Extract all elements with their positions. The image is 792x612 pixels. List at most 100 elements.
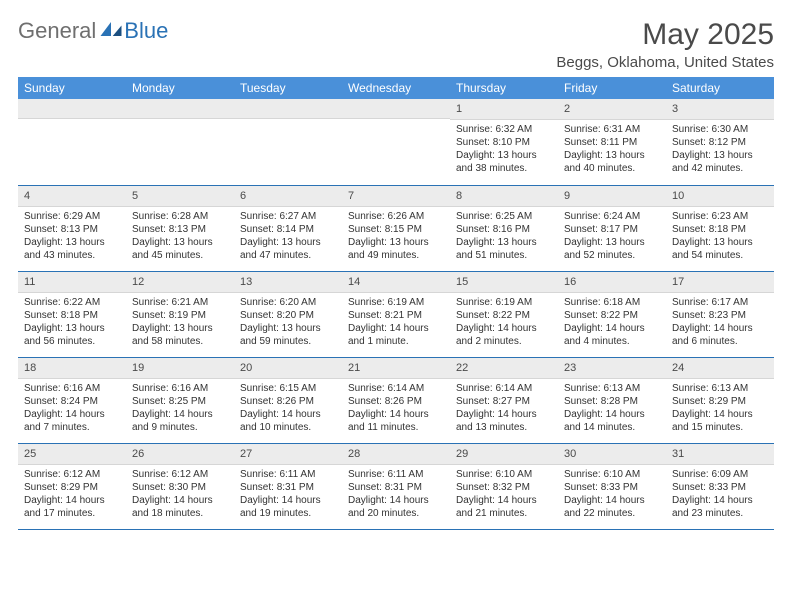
- daylight-line: Daylight: 13 hours and 42 minutes.: [672, 149, 768, 175]
- day-details: Sunrise: 6:12 AMSunset: 8:29 PMDaylight:…: [18, 465, 126, 523]
- day-details: Sunrise: 6:19 AMSunset: 8:22 PMDaylight:…: [450, 293, 558, 351]
- sunrise-line: Sunrise: 6:10 AM: [564, 468, 660, 481]
- weekday-header: Friday: [558, 77, 666, 99]
- day-details: Sunrise: 6:19 AMSunset: 8:21 PMDaylight:…: [342, 293, 450, 351]
- day-number: 16: [558, 272, 666, 293]
- sunset-line: Sunset: 8:32 PM: [456, 481, 552, 494]
- calendar-table: SundayMondayTuesdayWednesdayThursdayFrid…: [18, 77, 774, 530]
- sunrise-line: Sunrise: 6:21 AM: [132, 296, 228, 309]
- sunrise-line: Sunrise: 6:28 AM: [132, 210, 228, 223]
- weekday-header: Wednesday: [342, 77, 450, 99]
- calendar-day-cell: 20Sunrise: 6:15 AMSunset: 8:26 PMDayligh…: [234, 357, 342, 443]
- sunrise-line: Sunrise: 6:24 AM: [564, 210, 660, 223]
- day-details: Sunrise: 6:09 AMSunset: 8:33 PMDaylight:…: [666, 465, 774, 523]
- calendar-day-cell: 19Sunrise: 6:16 AMSunset: 8:25 PMDayligh…: [126, 357, 234, 443]
- sunrise-line: Sunrise: 6:12 AM: [24, 468, 120, 481]
- calendar-week-row: 18Sunrise: 6:16 AMSunset: 8:24 PMDayligh…: [18, 357, 774, 443]
- day-details: Sunrise: 6:11 AMSunset: 8:31 PMDaylight:…: [234, 465, 342, 523]
- sunrise-line: Sunrise: 6:31 AM: [564, 123, 660, 136]
- day-details: Sunrise: 6:11 AMSunset: 8:31 PMDaylight:…: [342, 465, 450, 523]
- calendar-day-cell: 21Sunrise: 6:14 AMSunset: 8:26 PMDayligh…: [342, 357, 450, 443]
- calendar-day-cell: 2Sunrise: 6:31 AMSunset: 8:11 PMDaylight…: [558, 99, 666, 185]
- sunset-line: Sunset: 8:26 PM: [348, 395, 444, 408]
- sunrise-line: Sunrise: 6:16 AM: [24, 382, 120, 395]
- calendar-day-cell: 31Sunrise: 6:09 AMSunset: 8:33 PMDayligh…: [666, 443, 774, 529]
- day-details: Sunrise: 6:14 AMSunset: 8:27 PMDaylight:…: [450, 379, 558, 437]
- sunset-line: Sunset: 8:15 PM: [348, 223, 444, 236]
- sunrise-line: Sunrise: 6:29 AM: [24, 210, 120, 223]
- day-number: 26: [126, 444, 234, 465]
- calendar-day-cell: [234, 99, 342, 185]
- sunrise-line: Sunrise: 6:26 AM: [348, 210, 444, 223]
- sunrise-line: Sunrise: 6:11 AM: [348, 468, 444, 481]
- day-number: 4: [18, 186, 126, 207]
- sunset-line: Sunset: 8:14 PM: [240, 223, 336, 236]
- daylight-line: Daylight: 14 hours and 10 minutes.: [240, 408, 336, 434]
- daylight-line: Daylight: 14 hours and 9 minutes.: [132, 408, 228, 434]
- calendar-day-cell: 29Sunrise: 6:10 AMSunset: 8:32 PMDayligh…: [450, 443, 558, 529]
- day-number: 13: [234, 272, 342, 293]
- title-block: May 2025 Beggs, Oklahoma, United States: [556, 18, 774, 71]
- sunset-line: Sunset: 8:30 PM: [132, 481, 228, 494]
- calendar-day-cell: 12Sunrise: 6:21 AMSunset: 8:19 PMDayligh…: [126, 271, 234, 357]
- calendar-day-cell: 22Sunrise: 6:14 AMSunset: 8:27 PMDayligh…: [450, 357, 558, 443]
- day-details: Sunrise: 6:10 AMSunset: 8:33 PMDaylight:…: [558, 465, 666, 523]
- daylight-line: Daylight: 14 hours and 17 minutes.: [24, 494, 120, 520]
- daylight-line: Daylight: 13 hours and 47 minutes.: [240, 236, 336, 262]
- calendar-week-row: 25Sunrise: 6:12 AMSunset: 8:29 PMDayligh…: [18, 443, 774, 529]
- sunset-line: Sunset: 8:29 PM: [672, 395, 768, 408]
- sunset-line: Sunset: 8:13 PM: [24, 223, 120, 236]
- day-number: 5: [126, 186, 234, 207]
- day-number: 14: [342, 272, 450, 293]
- day-number: 8: [450, 186, 558, 207]
- day-number: 29: [450, 444, 558, 465]
- sunset-line: Sunset: 8:31 PM: [240, 481, 336, 494]
- logo: General Blue: [18, 18, 168, 44]
- calendar-day-cell: 30Sunrise: 6:10 AMSunset: 8:33 PMDayligh…: [558, 443, 666, 529]
- calendar-day-cell: 14Sunrise: 6:19 AMSunset: 8:21 PMDayligh…: [342, 271, 450, 357]
- day-details: Sunrise: 6:31 AMSunset: 8:11 PMDaylight:…: [558, 120, 666, 178]
- day-number: 23: [558, 358, 666, 379]
- sunrise-line: Sunrise: 6:14 AM: [456, 382, 552, 395]
- sunset-line: Sunset: 8:11 PM: [564, 136, 660, 149]
- daylight-line: Daylight: 13 hours and 59 minutes.: [240, 322, 336, 348]
- sunset-line: Sunset: 8:13 PM: [132, 223, 228, 236]
- calendar-day-cell: 3Sunrise: 6:30 AMSunset: 8:12 PMDaylight…: [666, 99, 774, 185]
- sunrise-line: Sunrise: 6:19 AM: [456, 296, 552, 309]
- sunset-line: Sunset: 8:10 PM: [456, 136, 552, 149]
- day-details: Sunrise: 6:12 AMSunset: 8:30 PMDaylight:…: [126, 465, 234, 523]
- day-number: 11: [18, 272, 126, 293]
- sunset-line: Sunset: 8:25 PM: [132, 395, 228, 408]
- daylight-line: Daylight: 14 hours and 23 minutes.: [672, 494, 768, 520]
- calendar-day-cell: 15Sunrise: 6:19 AMSunset: 8:22 PMDayligh…: [450, 271, 558, 357]
- day-number: [18, 99, 126, 119]
- calendar-day-cell: 13Sunrise: 6:20 AMSunset: 8:20 PMDayligh…: [234, 271, 342, 357]
- calendar-day-cell: [126, 99, 234, 185]
- sunrise-line: Sunrise: 6:14 AM: [348, 382, 444, 395]
- calendar-day-cell: 17Sunrise: 6:17 AMSunset: 8:23 PMDayligh…: [666, 271, 774, 357]
- sunrise-line: Sunrise: 6:20 AM: [240, 296, 336, 309]
- calendar-day-cell: 24Sunrise: 6:13 AMSunset: 8:29 PMDayligh…: [666, 357, 774, 443]
- sunset-line: Sunset: 8:12 PM: [672, 136, 768, 149]
- daylight-line: Daylight: 14 hours and 1 minute.: [348, 322, 444, 348]
- day-number: 30: [558, 444, 666, 465]
- sunset-line: Sunset: 8:28 PM: [564, 395, 660, 408]
- weekday-header: Monday: [126, 77, 234, 99]
- calendar-day-cell: 23Sunrise: 6:13 AMSunset: 8:28 PMDayligh…: [558, 357, 666, 443]
- calendar-week-row: 4Sunrise: 6:29 AMSunset: 8:13 PMDaylight…: [18, 185, 774, 271]
- weekday-header: Thursday: [450, 77, 558, 99]
- day-number: 24: [666, 358, 774, 379]
- day-details: Sunrise: 6:23 AMSunset: 8:18 PMDaylight:…: [666, 207, 774, 265]
- sunrise-line: Sunrise: 6:16 AM: [132, 382, 228, 395]
- day-details: Sunrise: 6:27 AMSunset: 8:14 PMDaylight:…: [234, 207, 342, 265]
- day-number: 28: [342, 444, 450, 465]
- sunset-line: Sunset: 8:18 PM: [24, 309, 120, 322]
- calendar-week-row: 11Sunrise: 6:22 AMSunset: 8:18 PMDayligh…: [18, 271, 774, 357]
- day-number: 12: [126, 272, 234, 293]
- day-details: Sunrise: 6:20 AMSunset: 8:20 PMDaylight:…: [234, 293, 342, 351]
- sunrise-line: Sunrise: 6:18 AM: [564, 296, 660, 309]
- daylight-line: Daylight: 14 hours and 20 minutes.: [348, 494, 444, 520]
- day-number: 3: [666, 99, 774, 120]
- calendar-week-row: 1Sunrise: 6:32 AMSunset: 8:10 PMDaylight…: [18, 99, 774, 185]
- sunrise-line: Sunrise: 6:10 AM: [456, 468, 552, 481]
